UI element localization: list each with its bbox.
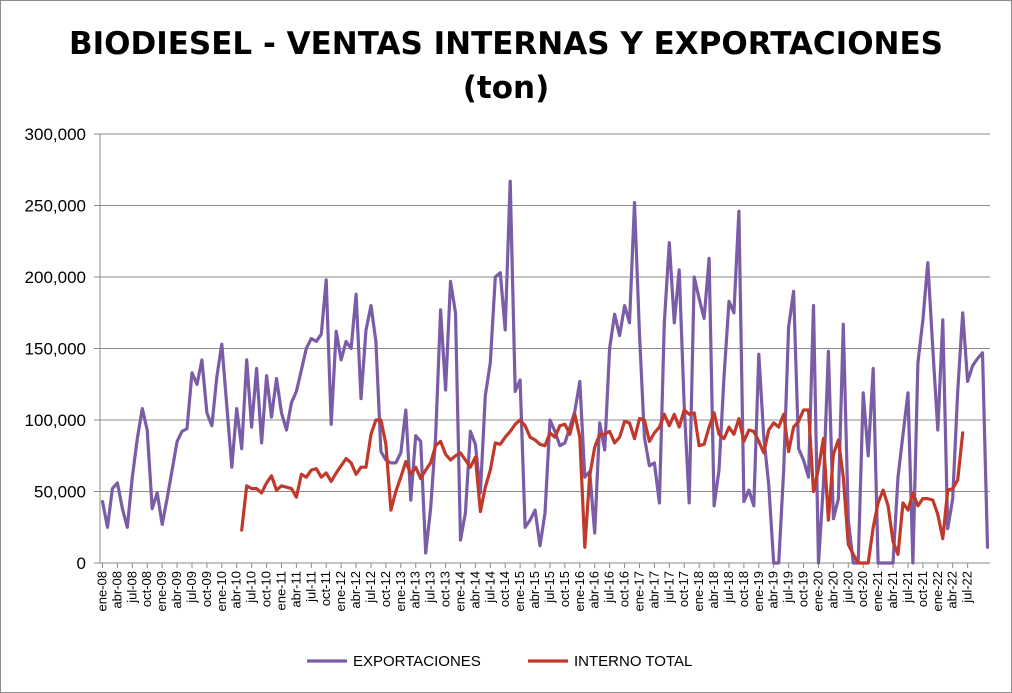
- x-tick-label: ene-21: [870, 571, 885, 611]
- x-tick-label: abr-18: [706, 571, 721, 609]
- x-tick-label: oct-20: [855, 571, 870, 607]
- x-tick-label: oct-19: [796, 571, 811, 607]
- x-tick-label: abr-17: [646, 571, 661, 609]
- x-tick-label: ene-12: [333, 571, 348, 611]
- x-tick-label: ene-17: [631, 571, 646, 611]
- axes: [99, 134, 990, 564]
- x-tick-label: oct-18: [736, 571, 751, 607]
- x-tick-label: abr-20: [825, 571, 840, 609]
- x-tick-label: oct-16: [617, 571, 632, 607]
- x-tick-label: oct-09: [199, 571, 214, 607]
- series-line-1: [240, 408, 965, 565]
- y-tick-label: 100,000: [25, 411, 86, 430]
- y-axis-tick-labels: 0 50,000 100,000 150,000 200,000 250,000 300,0…: [25, 125, 86, 573]
- x-tick-label: jul-17: [661, 571, 676, 604]
- x-tick-label: oct-17: [676, 571, 691, 607]
- x-tick-label: ene-09: [154, 571, 169, 611]
- x-tick-label: abr-15: [527, 571, 542, 609]
- x-axis-tick-labels: ene-08 abr-08 jul-08 oct-08 ene-09 abr-09 jul-…: [94, 563, 975, 611]
- x-tick-label: jul-19: [781, 571, 796, 604]
- x-tick-label: jul-21: [900, 571, 915, 604]
- x-tick-label: oct-15: [557, 571, 572, 607]
- legend-label-0: EXPORTACIONES: [353, 653, 481, 670]
- y-tick-label: 0: [77, 554, 86, 573]
- x-tick-label: abr-14: [467, 571, 482, 609]
- x-tick-label: abr-10: [229, 571, 244, 609]
- y-tick-label: 200,000: [25, 268, 86, 287]
- x-tick-label: jul-16: [602, 571, 617, 604]
- series-lines: [100, 179, 990, 565]
- x-tick-label: abr-08: [109, 571, 124, 609]
- x-tick-label: jul-08: [124, 571, 139, 604]
- x-tick-label: abr-22: [945, 571, 960, 609]
- x-tick-label: ene-14: [452, 571, 467, 611]
- x-tick-label: jul-09: [184, 571, 199, 604]
- x-tick-label: oct-14: [497, 571, 512, 607]
- x-tick-label: ene-13: [393, 571, 408, 611]
- x-tick-label: ene-16: [572, 571, 587, 611]
- x-tick-label: oct-11: [318, 571, 333, 606]
- x-tick-label: jul-22: [960, 571, 975, 604]
- x-tick-label: ene-11: [273, 571, 288, 611]
- x-tick-label: jul-18: [721, 571, 736, 604]
- y-tick-label: 300,000: [25, 125, 86, 144]
- x-tick-label: jul-15: [542, 571, 557, 604]
- x-tick-label: ene-19: [751, 571, 766, 611]
- x-tick-label: jul-12: [363, 571, 378, 604]
- chart-title: BIODIESEL - VENTAS INTERNAS Y EXPORTACIO…: [0, 22, 1012, 110]
- x-tick-label: abr-12: [348, 571, 363, 609]
- x-tick-label: jul-14: [482, 571, 497, 604]
- series-line-0: [100, 179, 990, 565]
- x-tick-label: ene-22: [930, 571, 945, 611]
- x-tick-label: abr-11: [288, 571, 303, 608]
- x-tick-label: ene-08: [94, 571, 109, 611]
- x-tick-label: jul-10: [244, 571, 259, 604]
- x-tick-label: abr-21: [885, 571, 900, 609]
- gridlines: [94, 133, 990, 564]
- legend-label-1: INTERNO TOTAL: [574, 653, 692, 670]
- x-tick-label: ene-15: [512, 571, 527, 611]
- x-tick-label: jul-13: [423, 571, 438, 604]
- y-tick-label: 150,000: [25, 340, 86, 359]
- x-tick-label: jul-20: [840, 571, 855, 604]
- x-tick-label: oct-13: [438, 571, 453, 607]
- x-tick-label: abr-09: [169, 571, 184, 609]
- y-tick-label: 50,000: [34, 483, 86, 502]
- chart-title-line2: (ton): [462, 70, 550, 106]
- x-tick-label: ene-10: [214, 571, 229, 611]
- x-tick-label: abr-13: [408, 571, 423, 609]
- x-tick-label: oct-08: [139, 571, 154, 607]
- x-tick-label: oct-12: [378, 571, 393, 607]
- x-tick-label: oct-10: [259, 571, 274, 607]
- x-tick-label: ene-20: [810, 571, 825, 611]
- chart-title-line1: BIODIESEL - VENTAS INTERNAS Y EXPORTACIO…: [68, 26, 944, 62]
- y-tick-label: 250,000: [25, 197, 86, 216]
- x-tick-label: abr-19: [766, 571, 781, 609]
- x-tick-label: jul-11: [303, 571, 318, 603]
- legend: EXPORTACIONES INTERNO TOTAL: [307, 653, 692, 670]
- x-tick-label: oct-21: [915, 571, 930, 607]
- x-tick-label: abr-16: [587, 571, 602, 609]
- x-tick-label: ene-18: [691, 571, 706, 611]
